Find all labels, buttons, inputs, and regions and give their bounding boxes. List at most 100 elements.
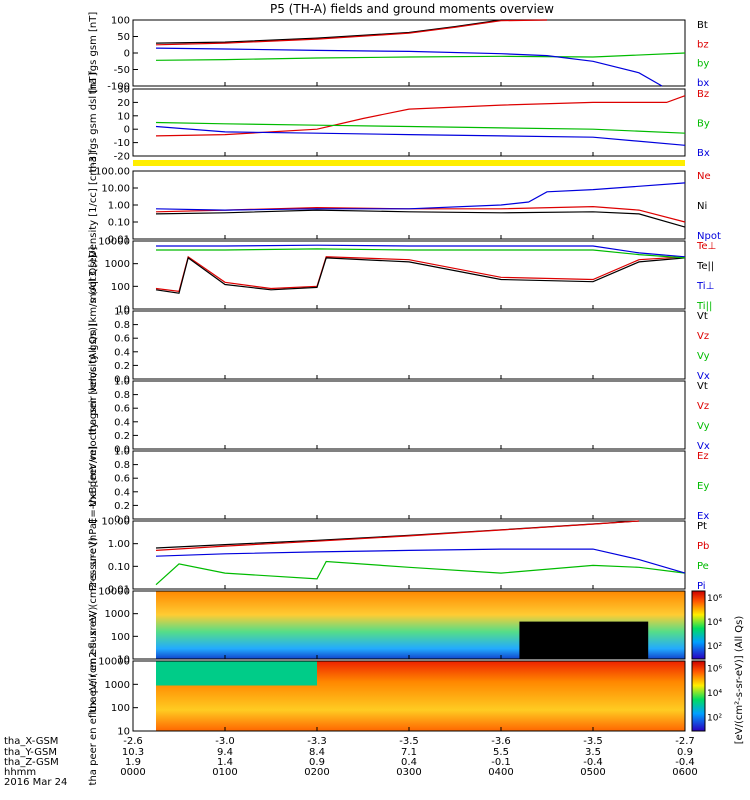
panel-frame xyxy=(132,170,686,240)
legend-bz: bz xyxy=(697,39,709,50)
panel-ylabel: tha fgs gsm [nT] xyxy=(88,12,99,95)
series-fgs-gsm-dsl-by xyxy=(155,121,686,134)
legend-ey: Ey xyxy=(697,481,709,492)
colorbar-tick-label: 10⁴ xyxy=(707,618,722,628)
legend-bz: Bz xyxy=(697,89,709,100)
panel-frame xyxy=(132,520,686,590)
panel-ylabel: E=-VxB [mV/m] xyxy=(88,446,99,524)
y-tick-label: 10 xyxy=(117,655,130,666)
bottom-row-label: 2016 Mar 24 xyxy=(4,777,67,788)
bottom-row-label: tha_Y-GSM xyxy=(4,747,57,758)
legend-pe: Pe xyxy=(697,561,709,572)
legend-by: by xyxy=(697,59,709,70)
legend-bx: Bx xyxy=(697,148,710,159)
plot-title: P5 (TH-A) fields and ground moments over… xyxy=(270,2,554,16)
legend-ne: Ne xyxy=(697,171,711,182)
y-tick-label: 0.2 xyxy=(114,361,130,372)
y-tick-label: 0.01 xyxy=(108,585,130,596)
y-tick-label: 1.00 xyxy=(108,201,130,212)
bottom-y-gsm: 10.3 xyxy=(122,747,144,758)
bottom-z-gsm: -0.4 xyxy=(583,757,603,768)
y-tick-label: 50 xyxy=(117,32,130,43)
panel-frame xyxy=(132,450,686,520)
y-tick-label: 30 xyxy=(117,85,130,96)
bottom-x-gsm: -3.5 xyxy=(583,736,603,747)
legend-npot: Npot xyxy=(697,231,721,242)
y-tick-label: 0 xyxy=(124,125,130,136)
series-fgs-gsm-dsl-bx xyxy=(155,125,686,146)
series-moqt3-ti xyxy=(156,244,686,258)
panel-ylabel: tha peer en eflux eV/ (cm2-s- sr-eV) xyxy=(88,606,99,785)
y-tick-label: 0 xyxy=(124,49,130,60)
y-tick-label: 0.10 xyxy=(108,562,130,573)
bottom-y-gsm: 0.9 xyxy=(677,747,693,758)
y-tick-label: 0.6 xyxy=(114,404,130,415)
legend-ex: Ex xyxy=(697,511,709,522)
panel-3: 100.00 10.00 1.00 0.10 0.01 Density [1/cc] [c… xyxy=(88,152,721,258)
legend-vz: Vz xyxy=(697,401,709,412)
y-tick-label: 10000 xyxy=(98,237,130,248)
panel-9: 10000 1000 100 10 tha peir en eflux eV/ (cm2… xyxy=(88,537,722,713)
legend-vx: Vx xyxy=(697,441,710,452)
series-fgs-gsm-by xyxy=(155,52,686,61)
y-tick-label: 100 xyxy=(111,16,130,27)
y-tick-label: 10 xyxy=(117,727,130,738)
colorbar-tick-label: 10⁴ xyxy=(707,689,722,699)
bottom-row-label: tha_Z-GSM xyxy=(4,757,59,768)
bottom-hhmm: 0200 xyxy=(304,767,329,778)
y-tick-label: 1000 xyxy=(105,609,130,620)
bottom-y-gsm: 3.5 xyxy=(585,747,601,758)
legend-vy: Vy xyxy=(697,351,710,362)
series-pressure-pi xyxy=(155,548,686,574)
y-tick-label: 0.6 xyxy=(114,334,130,345)
colorbar-tick-label: 10⁶ xyxy=(707,594,722,604)
y-tick-label: 0.0 xyxy=(114,445,130,456)
legend-pi: Pi xyxy=(697,581,706,592)
legend-te: Te⊥ xyxy=(696,241,716,252)
panel-ylabel: Pressure [nPa] xyxy=(88,519,99,591)
y-tick-label: 10000 xyxy=(98,657,130,668)
panel-7: 1.0 0.8 0.6 0.4 0.2 0.0 E=-VxB [mV/m] Ez Ey Ex xyxy=(88,446,709,526)
legend-vy: Vy xyxy=(697,421,710,432)
panel-ylabel: tha peir en eflux eV/ (cm2-s- sr-eV) xyxy=(88,537,99,713)
bottom-z-gsm: 0.9 xyxy=(309,757,325,768)
panel-frame xyxy=(132,19,686,87)
bottom-x-gsm: -3.6 xyxy=(491,736,511,747)
bottom-z-gsm: -0.1 xyxy=(491,757,511,768)
y-tick-label: 100 xyxy=(111,282,130,293)
legend-bt: Bt xyxy=(697,20,708,31)
y-tick-label: -20 xyxy=(114,152,130,163)
panel-5: 1.0 0.8 0.6 0.4 0.2 0.0 tha peir velocity gsm … xyxy=(88,255,710,436)
series-pressure-pb xyxy=(155,520,640,551)
y-tick-label: 1.0 xyxy=(114,377,130,388)
y-tick-label: 1.0 xyxy=(114,447,130,458)
bottom-hhmm: 0500 xyxy=(580,767,605,778)
colorbar xyxy=(691,590,706,660)
y-tick-label: 0.2 xyxy=(114,431,130,442)
y-tick-label: 0.4 xyxy=(114,417,130,428)
y-tick-label: 0.2 xyxy=(114,501,130,512)
legend-vz: Vz xyxy=(697,331,709,342)
y-tick-label: 1.0 xyxy=(114,307,130,318)
y-tick-label: -50 xyxy=(114,65,130,76)
bottom-y-gsm: 5.5 xyxy=(493,747,509,758)
legend-vx: Vx xyxy=(697,371,710,382)
legend-ni: Ni xyxy=(697,201,707,212)
y-tick-label: 0.4 xyxy=(114,487,130,498)
series-moqt3-ti xyxy=(156,248,686,259)
panel-8: 10.00 1.00 0.10 0.01 Pressure [nPa] Pt Pb Pe Pi xyxy=(88,517,709,596)
bottom-x-gsm: -2.6 xyxy=(123,736,143,747)
panel-ylabel: tha fgs gsm dsl [nT] xyxy=(88,72,99,172)
y-tick-label: 0.4 xyxy=(114,347,130,358)
y-tick-label: 10000 xyxy=(98,587,130,598)
spectrogram-ion-dark-region xyxy=(519,621,649,659)
bottom-hhmm: 0300 xyxy=(396,767,421,778)
y-tick-label: 0.10 xyxy=(108,218,130,229)
colorbar-tick-label: 10² xyxy=(707,714,722,724)
bottom-hhmm: 0400 xyxy=(488,767,513,778)
series-moqt3-te xyxy=(155,256,686,294)
colorbar-tick-label: 10² xyxy=(707,642,722,652)
legend-by: By xyxy=(697,119,710,130)
bottom-x-gsm: -3.0 xyxy=(215,736,235,747)
y-tick-label: 0.0 xyxy=(114,375,130,386)
